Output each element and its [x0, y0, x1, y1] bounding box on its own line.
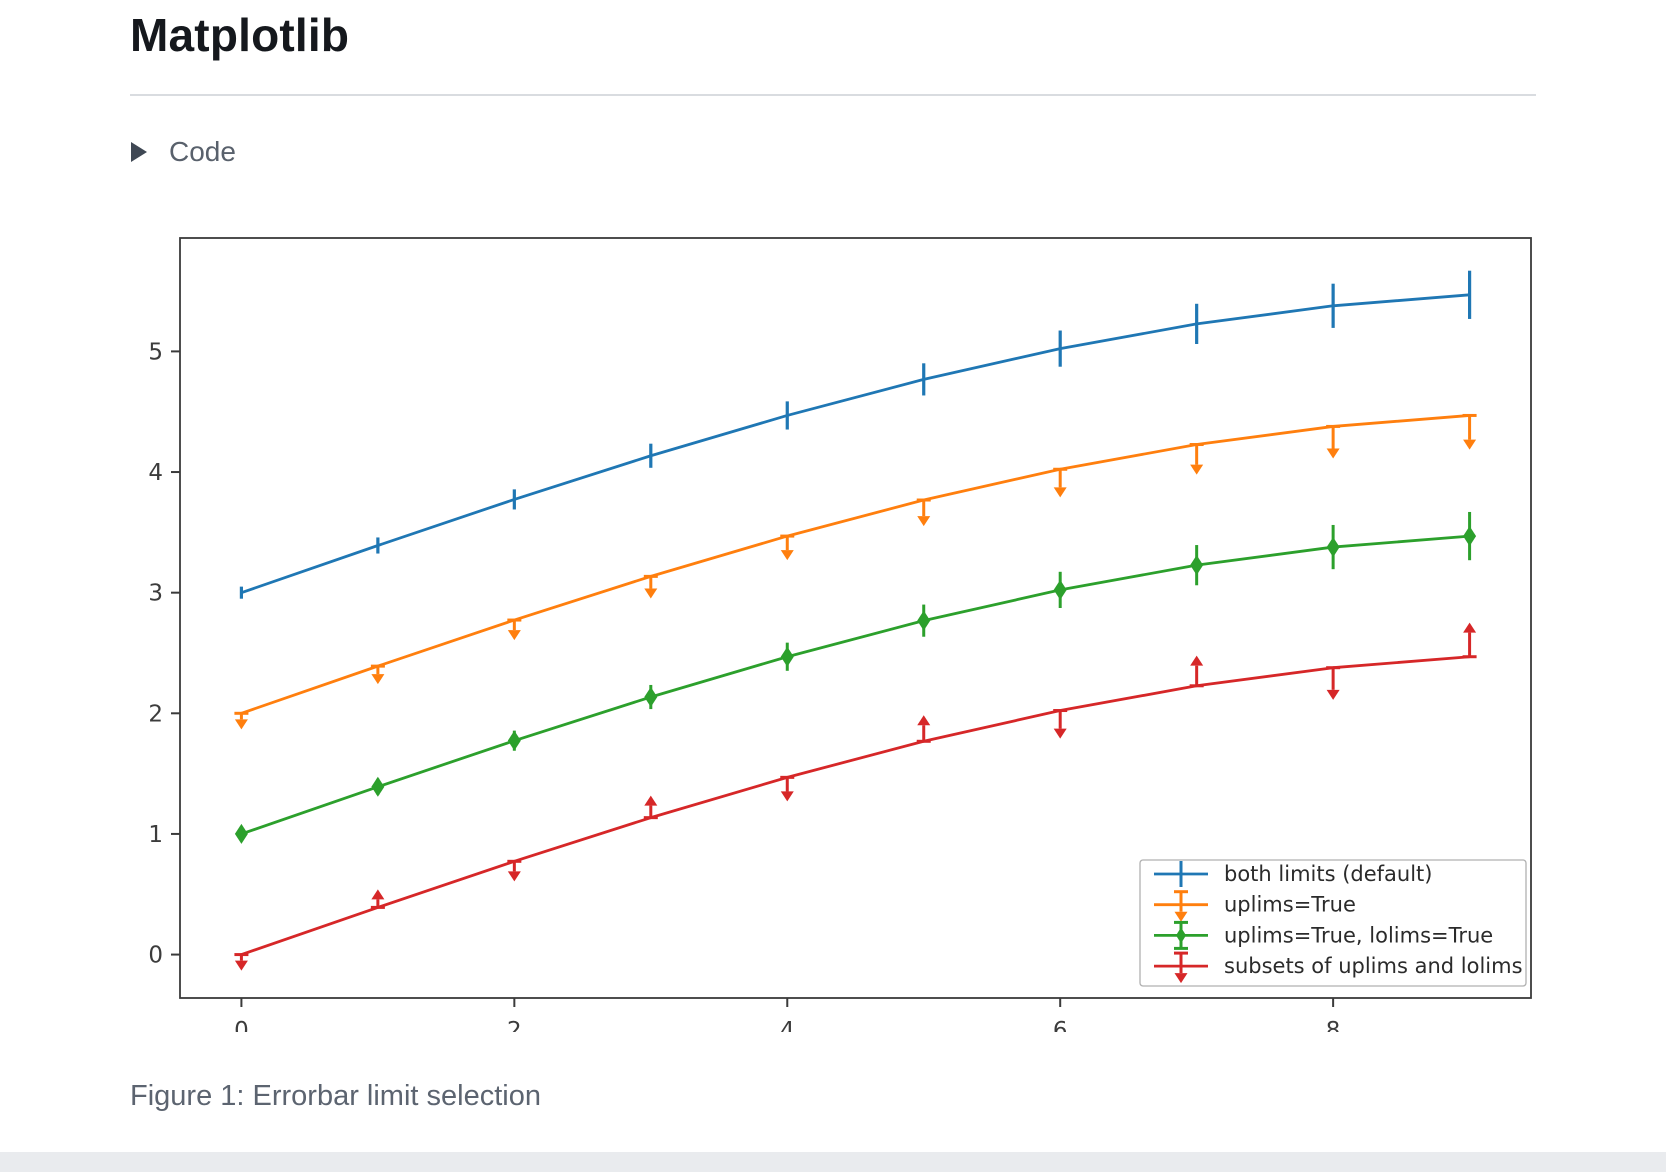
svg-text:2: 2	[507, 1018, 522, 1032]
divider	[130, 94, 1536, 96]
svg-text:uplims=True: uplims=True	[1224, 893, 1356, 917]
triangle-right-icon	[131, 142, 147, 162]
svg-text:subsets of uplims and lolims: subsets of uplims and lolims	[1224, 954, 1523, 978]
errorbar-chart: 0 2 4 6 8 0 1 2 3 4 5 both limits (default) uplims=T…	[148, 237, 1532, 1044]
svg-text:3: 3	[148, 581, 163, 607]
footer-bar	[0, 1152, 1666, 1172]
figure: 0 2 4 6 8 0 1 2 3 4 5 both limits (default) uplims=T…	[118, 212, 1552, 1044]
figure-caption: Figure 1: Errorbar limit selection	[130, 1080, 541, 1112]
svg-text:6: 6	[1053, 1018, 1068, 1032]
svg-text:0: 0	[234, 1018, 249, 1032]
svg-text:4: 4	[780, 1018, 795, 1032]
svg-text:0: 0	[148, 943, 163, 969]
svg-text:1: 1	[148, 822, 163, 848]
svg-text:5: 5	[148, 339, 163, 365]
page-title: Matplotlib	[130, 9, 350, 61]
svg-text:both limits (default): both limits (default)	[1224, 862, 1432, 886]
code-toggle[interactable]: Code	[131, 136, 236, 168]
svg-text:2: 2	[148, 701, 163, 727]
code-toggle-label: Code	[169, 136, 236, 167]
svg-text:uplims=True, lolims=True: uplims=True, lolims=True	[1224, 923, 1493, 947]
svg-text:4: 4	[148, 460, 163, 486]
svg-text:8: 8	[1326, 1018, 1341, 1032]
